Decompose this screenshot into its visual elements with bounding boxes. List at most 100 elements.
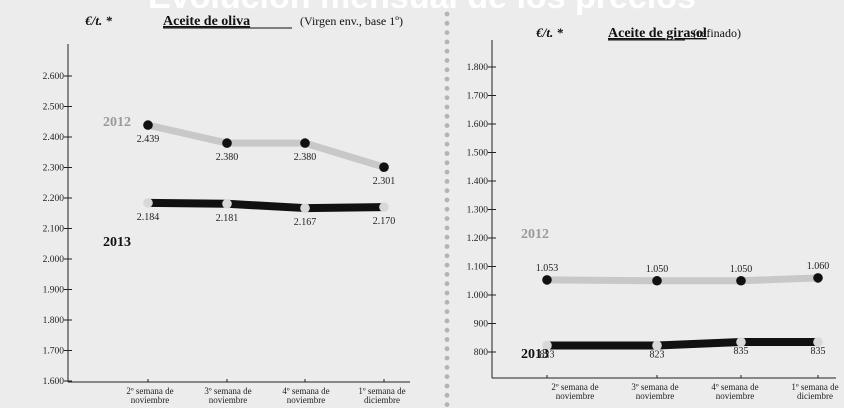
divider-dot bbox=[444, 11, 450, 17]
divider-dot bbox=[444, 67, 450, 73]
series-line-2012 bbox=[144, 121, 388, 171]
data-point-2012 bbox=[542, 275, 552, 285]
divider-dot bbox=[444, 86, 450, 91]
divider-dot bbox=[444, 113, 450, 119]
chart-subtitle: (refinado) bbox=[693, 26, 741, 40]
y-tick-label: 1.300 bbox=[467, 206, 489, 216]
data-label: 2.439 bbox=[137, 134, 160, 145]
data-label: 2.380 bbox=[294, 152, 317, 163]
x-tick-label: 4º semana de noviembre bbox=[711, 382, 758, 401]
divider-dot bbox=[444, 299, 450, 305]
x-tick-label: 4º semana de noviembre bbox=[282, 386, 329, 405]
divider-dot bbox=[444, 20, 450, 26]
data-label: 835 bbox=[811, 346, 826, 357]
series-line-2012 bbox=[543, 274, 822, 285]
data-label: 1.050 bbox=[646, 264, 669, 275]
data-point-2013 bbox=[379, 202, 389, 212]
data-label: 2.181 bbox=[216, 213, 239, 224]
data-point-2012 bbox=[143, 120, 153, 130]
divider-dot bbox=[444, 141, 450, 147]
divider-dot bbox=[444, 392, 450, 398]
y-tick-label: 1.000 bbox=[467, 291, 489, 301]
data-point-2013 bbox=[652, 340, 662, 351]
data-point-2012 bbox=[813, 273, 823, 283]
data-label: 2.167 bbox=[294, 217, 317, 228]
divider-dot bbox=[444, 58, 450, 63]
chart-subtitle: (Virgen env., base 1º) bbox=[300, 14, 403, 28]
data-label: 2.301 bbox=[373, 176, 396, 187]
y-tick-label: 1.700 bbox=[43, 347, 65, 357]
divider-dot bbox=[444, 48, 450, 54]
y-tick-label: 900 bbox=[474, 320, 489, 330]
series-line-2013 bbox=[543, 338, 822, 350]
y-tick-label: 1.600 bbox=[43, 377, 65, 387]
series-name: 2012 bbox=[103, 115, 131, 130]
y-tick-label: 800 bbox=[474, 348, 489, 358]
x-tick-label: 2º semana de noviembre bbox=[126, 386, 173, 405]
divider-dot bbox=[444, 104, 450, 110]
data-label: 1.060 bbox=[807, 261, 830, 272]
unit-label: €/t. * bbox=[84, 13, 112, 28]
divider-dot bbox=[444, 383, 450, 389]
data-label: 835 bbox=[734, 346, 749, 357]
x-tick-label: 1º semana de diciembre bbox=[791, 382, 838, 401]
divider-dot bbox=[444, 234, 450, 240]
divider-dot bbox=[444, 30, 450, 35]
data-point-2012 bbox=[379, 162, 389, 172]
unit-label: €/t. * bbox=[535, 25, 563, 40]
y-tick-label: 1.200 bbox=[467, 234, 489, 244]
divider-dot bbox=[444, 262, 450, 268]
chart-title: Aceite de girasol bbox=[608, 26, 707, 41]
divider-dot bbox=[444, 197, 450, 203]
divider-dot bbox=[444, 169, 450, 175]
data-point-2012 bbox=[736, 275, 746, 286]
data-label: 2.170 bbox=[373, 216, 396, 227]
divider-dot bbox=[444, 355, 450, 361]
divider-dot bbox=[444, 179, 450, 184]
divider-dot bbox=[444, 281, 450, 287]
chart-aceite-de-oliva: €/t. * Aceite de oliva (Virgen env., base … bbox=[43, 13, 410, 405]
y-tick-label: 2.300 bbox=[43, 164, 65, 174]
data-point-2013 bbox=[222, 198, 232, 209]
x-tick-label: 3º semana de noviembre bbox=[631, 382, 678, 401]
data-point-2013 bbox=[300, 203, 310, 213]
y-tick-label: 1.400 bbox=[467, 177, 489, 187]
series-name: 2013 bbox=[103, 235, 131, 250]
divider-dot bbox=[444, 309, 450, 314]
divider-dot bbox=[444, 290, 450, 296]
header-fragment: Evolución mensual de los precios bbox=[148, 0, 696, 16]
data-label: 1.053 bbox=[536, 263, 559, 274]
y-tick-label: 2.000 bbox=[43, 255, 65, 265]
divider-dot bbox=[444, 206, 450, 212]
y-tick-label: 1.600 bbox=[467, 120, 489, 130]
divider-dot bbox=[444, 76, 450, 82]
divider-dot bbox=[444, 39, 450, 45]
data-point-2013 bbox=[542, 340, 552, 351]
data-point-2012 bbox=[652, 275, 662, 286]
y-tick-label: 2.500 bbox=[43, 103, 65, 113]
series-name: 2013 bbox=[521, 347, 549, 362]
divider-dot bbox=[444, 346, 450, 352]
series-line-2013 bbox=[144, 198, 388, 213]
data-point-2012 bbox=[300, 138, 310, 148]
data-label: 823 bbox=[650, 349, 665, 360]
y-tick-label: 1.700 bbox=[467, 92, 489, 102]
x-tick-label: 1º semana de diciembre bbox=[358, 386, 405, 405]
divider-dot bbox=[444, 244, 450, 249]
divider-dot bbox=[444, 188, 450, 194]
data-label: 1.050 bbox=[730, 264, 753, 275]
divider-dot bbox=[444, 272, 450, 277]
divider-dot bbox=[444, 253, 450, 259]
y-tick-label: 2.200 bbox=[43, 194, 65, 204]
chart-title: Aceite de oliva bbox=[163, 14, 250, 29]
y-tick-label: 1.800 bbox=[43, 316, 65, 326]
data-label: 2.380 bbox=[216, 152, 239, 163]
divider-dot bbox=[444, 225, 450, 231]
series-name: 2012 bbox=[521, 227, 549, 242]
y-tick-label: 1.900 bbox=[43, 286, 65, 296]
data-point-2012 bbox=[222, 138, 232, 148]
panel-divider bbox=[444, 11, 450, 407]
y-tick-label: 2.100 bbox=[43, 225, 65, 235]
y-tick-label: 2.600 bbox=[43, 72, 65, 82]
divider-dot bbox=[444, 337, 450, 342]
